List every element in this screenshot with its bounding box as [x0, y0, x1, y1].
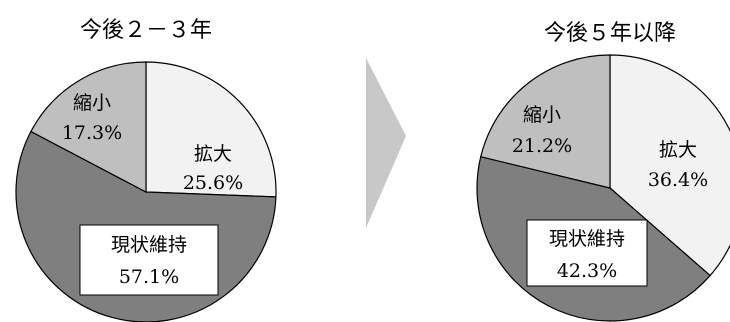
slice-label-expand-5: 拡大: [659, 139, 697, 161]
pie-slice-shrink-5: [480, 54, 611, 189]
slice-label-expand-2-3: 拡大: [194, 143, 232, 165]
pie-slice-expand-2-3: [145, 61, 277, 198]
slice-value-expand-5: 36.4%: [648, 169, 708, 191]
slice-value-shrink-2-3: 17.3%: [62, 122, 122, 144]
pie-slice-expand-5: [609, 54, 730, 277]
slice-value-shrink-5: 21.2%: [512, 135, 572, 157]
transition-arrow: [366, 58, 406, 228]
chart-title-2-3-years: 今後２－３年: [80, 18, 212, 43]
slice-value-expand-2-3: 25.6%: [183, 172, 243, 194]
label-box-maintain-5: [526, 219, 648, 287]
slice-label-maintain-2-3: 現状維持: [111, 234, 187, 256]
pie-chart-5-years-plus: 今後５年以降 拡大 36.4% 現状維持 42.3% 縮小 21.2%: [476, 21, 730, 322]
pie-slice-shrink-2-3: [30, 61, 147, 193]
chart-title-5-years-plus: 今後５年以降: [544, 21, 676, 46]
pie-chart-2-3-years: 今後２－３年 拡大 25.6% 現状維持 57.1% 縮小 17.3%: [15, 18, 277, 322]
slice-label-maintain-5: 現状維持: [549, 228, 625, 250]
slice-value-maintain-5: 42.3%: [557, 260, 617, 282]
slice-value-maintain-2-3: 57.1%: [119, 266, 179, 288]
slice-label-shrink-5: 縮小: [523, 104, 561, 126]
label-box-maintain-2-3: [79, 224, 219, 296]
slice-label-shrink-2-3: 縮小: [73, 92, 111, 114]
